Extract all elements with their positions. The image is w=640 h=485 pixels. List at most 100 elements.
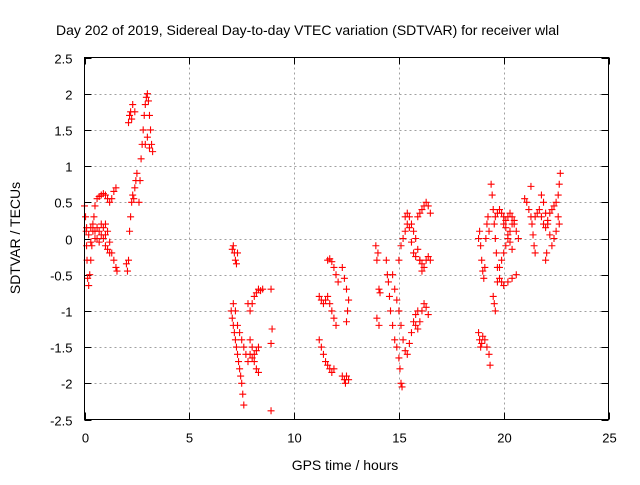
data-point — [416, 256, 424, 264]
data-point — [250, 358, 258, 366]
data-point — [477, 242, 485, 250]
data-point — [395, 256, 403, 264]
data-point — [126, 111, 134, 119]
data-point — [328, 368, 336, 376]
data-point — [104, 227, 112, 235]
data-point — [426, 256, 434, 264]
data-point — [393, 343, 401, 351]
data-point — [145, 111, 153, 119]
data-point — [252, 347, 260, 355]
data-point — [112, 263, 120, 271]
data-point — [403, 350, 411, 358]
data-point — [405, 213, 413, 221]
data-point — [141, 140, 149, 148]
data-point — [537, 213, 545, 221]
data-point — [414, 245, 422, 253]
data-point — [85, 282, 93, 290]
data-point — [246, 336, 254, 344]
data-point — [95, 238, 103, 246]
data-point — [373, 314, 381, 322]
data-point — [480, 274, 488, 282]
data-point — [487, 180, 495, 188]
data-point — [130, 195, 138, 203]
tick-layer — [84, 57, 610, 421]
data-point — [397, 321, 405, 329]
data-point — [537, 191, 545, 199]
data-point — [234, 321, 242, 329]
data-point — [131, 184, 139, 192]
data-point — [508, 274, 516, 282]
x-tick-label: 15 — [392, 431, 406, 446]
data-point — [229, 300, 237, 308]
data-point — [401, 347, 409, 355]
data-point — [407, 220, 415, 228]
data-point — [231, 256, 239, 264]
data-point — [556, 169, 564, 177]
data-point — [236, 365, 244, 373]
data-point — [122, 260, 130, 268]
data-point — [498, 256, 506, 264]
data-point — [496, 274, 504, 282]
data-point — [315, 336, 323, 344]
data-point — [418, 267, 426, 275]
data-point — [343, 372, 350, 380]
data-point — [131, 108, 139, 116]
data-point — [326, 300, 334, 308]
chart-title: Day 202 of 2019, Sidereal Day-to-day VTE… — [56, 22, 559, 38]
data-point — [543, 249, 551, 257]
data-point — [418, 307, 426, 315]
data-point — [401, 227, 409, 235]
data-point — [554, 213, 562, 221]
data-point — [554, 191, 562, 199]
data-point — [234, 249, 242, 257]
data-point — [240, 401, 248, 409]
data-point — [496, 206, 504, 214]
data-point — [477, 343, 485, 351]
data-point — [521, 195, 529, 203]
data-point — [129, 191, 137, 199]
data-point — [397, 242, 405, 250]
data-point — [375, 285, 383, 293]
data-point — [101, 231, 109, 239]
data-point — [542, 209, 550, 217]
data-point — [252, 365, 260, 373]
data-point — [544, 220, 552, 228]
data-point — [99, 235, 107, 242]
data-point — [486, 361, 494, 369]
data-point — [143, 90, 151, 98]
data-point — [334, 278, 342, 286]
data-point — [407, 238, 415, 246]
data-point — [502, 224, 510, 232]
data-point — [101, 191, 109, 199]
data-point — [391, 336, 399, 344]
data-point — [500, 249, 508, 257]
data-point — [330, 263, 338, 271]
data-point — [252, 289, 260, 297]
data-point — [496, 263, 504, 271]
data-point — [525, 206, 533, 214]
data-point — [237, 372, 245, 380]
data-point — [232, 343, 240, 351]
y-tick-label: 1 — [65, 160, 72, 175]
data-point — [424, 311, 432, 319]
data-point — [506, 238, 514, 246]
data-point — [506, 209, 514, 217]
data-point — [101, 242, 109, 250]
data-point — [267, 407, 275, 415]
data-point — [248, 343, 256, 351]
data-point — [123, 267, 131, 275]
data-point — [133, 169, 141, 177]
data-point — [106, 198, 114, 206]
data-point — [529, 231, 537, 239]
data-point — [106, 249, 114, 257]
data-point — [489, 206, 497, 214]
data-point — [112, 184, 120, 192]
data-point — [396, 365, 404, 373]
data-point — [232, 260, 240, 268]
data-point — [328, 307, 336, 315]
data-point — [382, 256, 390, 264]
data-point — [87, 256, 95, 264]
data-point — [483, 343, 491, 351]
data-point — [512, 271, 520, 279]
